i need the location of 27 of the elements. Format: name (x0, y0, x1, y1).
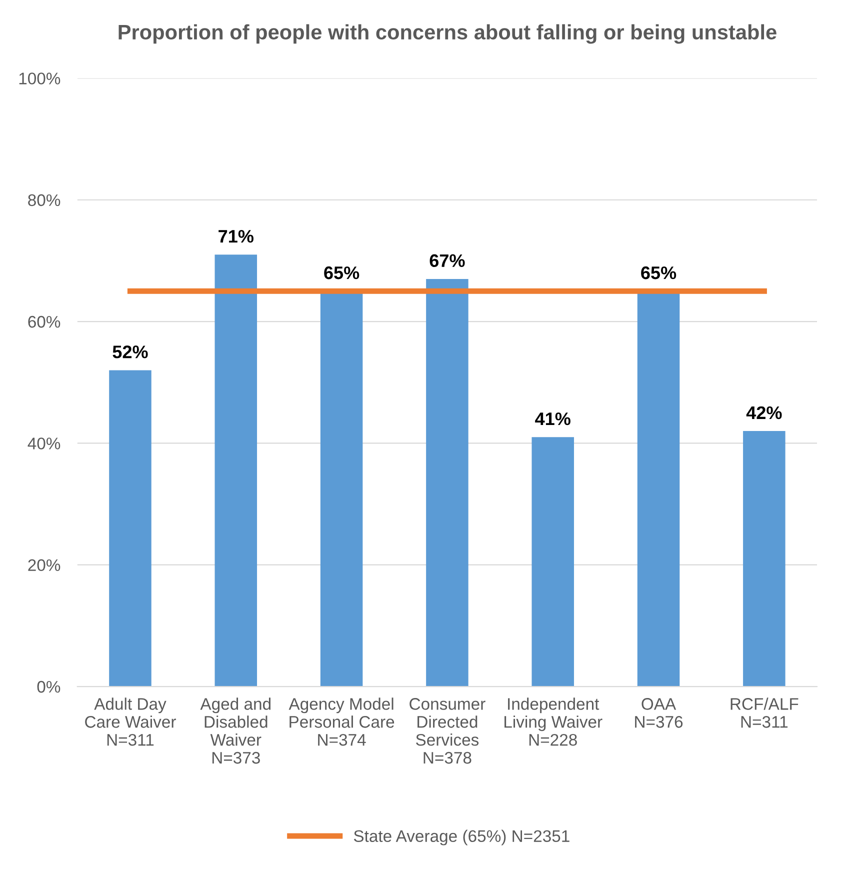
data-label: 41% (535, 412, 570, 426)
x-tick-label: Independent Living Waiver N=228 (504, 698, 602, 746)
data-label: 42% (746, 406, 782, 420)
bar (743, 431, 786, 687)
x-tick-label: Aged and Disabled Waiver N=373 (200, 698, 270, 764)
y-tick-label: 60% (28, 316, 60, 328)
bar (532, 437, 574, 687)
data-label: 65% (641, 266, 676, 280)
bar (426, 278, 468, 687)
y-tick-label: 100% (19, 72, 60, 84)
data-label: 52% (112, 346, 148, 358)
x-tick-label: OAA N=376 (635, 698, 683, 728)
y-tick-label: 80% (28, 194, 60, 206)
x-tick-label: Agency Model Personal Care N=374 (288, 698, 394, 746)
x-tick-label: Consumer Directed Services N=378 (410, 698, 486, 764)
bar (214, 254, 258, 687)
x-tick-label: RCF/ALF N=311 (730, 698, 798, 728)
y-tick-label: 20% (28, 559, 60, 572)
y-tick-label: 0% (37, 680, 60, 693)
chart-title: Proportion of people with concerns about falling or being unstable (118, 24, 776, 44)
data-label: 71% (218, 230, 254, 243)
data-label: 67% (430, 254, 465, 268)
x-tick-label: Adult Day Care Waiver N=311 (85, 698, 176, 746)
y-tick-label: 40% (28, 438, 60, 450)
bar (109, 370, 152, 687)
legend-label: State Average (65%) N=2351 (354, 830, 570, 846)
data-label: 65% (324, 266, 360, 280)
